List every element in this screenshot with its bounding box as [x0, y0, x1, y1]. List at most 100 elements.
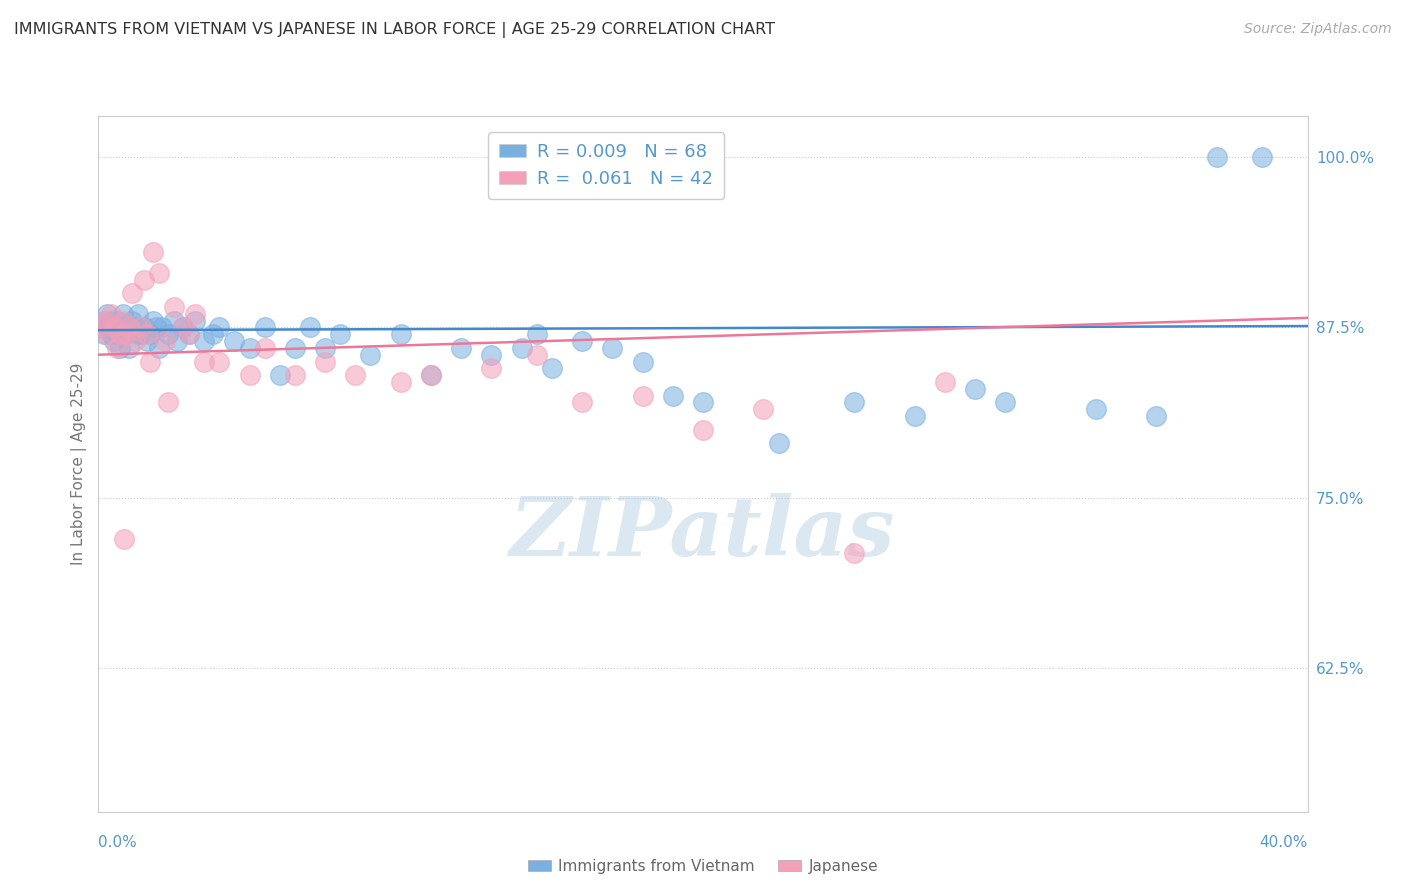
Point: [156, 327, 179, 342]
Point: [139, 354, 162, 368]
Point: [193, 334, 215, 348]
Point: [103, 334, 125, 348]
Point: [389, 375, 412, 389]
Point: [105, 327, 128, 342]
Point: [105, 313, 128, 327]
Point: [172, 320, 194, 334]
Point: [202, 327, 225, 342]
Point: [253, 320, 276, 334]
Point: [299, 320, 322, 334]
Point: [239, 341, 262, 355]
Point: [103, 320, 125, 334]
Point: [135, 327, 157, 342]
Point: [90, 320, 112, 334]
Point: [129, 327, 152, 342]
Point: [631, 389, 654, 403]
Point: [108, 327, 131, 342]
Point: [96, 320, 118, 334]
Point: [179, 327, 201, 342]
Point: [844, 545, 866, 559]
Point: [129, 320, 152, 334]
Text: 40.0%: 40.0%: [1260, 836, 1308, 850]
Legend: Immigrants from Vietnam, Japanese: Immigrants from Vietnam, Japanese: [522, 853, 884, 880]
Point: [420, 368, 443, 383]
Point: [93, 327, 115, 342]
Point: [132, 273, 155, 287]
Point: [208, 354, 231, 368]
Point: [145, 320, 167, 334]
Y-axis label: In Labor Force | Age 25-29: In Labor Force | Age 25-29: [72, 363, 87, 565]
Point: [526, 327, 548, 342]
Point: [662, 389, 685, 403]
Point: [934, 375, 956, 389]
Point: [284, 368, 307, 383]
Point: [135, 334, 157, 348]
Point: [389, 327, 412, 342]
Point: [420, 368, 443, 383]
Point: [329, 327, 352, 342]
Point: [121, 286, 143, 301]
Text: IMMIGRANTS FROM VIETNAM VS JAPANESE IN LABOR FORCE | AGE 25-29 CORRELATION CHART: IMMIGRANTS FROM VIETNAM VS JAPANESE IN L…: [14, 22, 775, 38]
Point: [344, 368, 367, 383]
Point: [153, 334, 176, 348]
Point: [148, 341, 170, 355]
Point: [100, 307, 122, 321]
Point: [114, 327, 136, 342]
Point: [692, 423, 714, 437]
Point: [108, 320, 131, 334]
Point: [965, 382, 987, 396]
Point: [184, 313, 207, 327]
Point: [1206, 150, 1229, 164]
Point: [253, 341, 276, 355]
Point: [96, 327, 118, 342]
Point: [112, 532, 135, 546]
Point: [571, 395, 593, 409]
Point: [118, 320, 141, 334]
Point: [692, 395, 714, 409]
Text: Source: ZipAtlas.com: Source: ZipAtlas.com: [1244, 22, 1392, 37]
Point: [184, 307, 207, 321]
Point: [118, 320, 141, 334]
Point: [142, 245, 165, 260]
Point: [108, 341, 131, 355]
Point: [360, 348, 382, 362]
Point: [844, 395, 866, 409]
Point: [510, 341, 533, 355]
Point: [93, 313, 115, 327]
Point: [602, 341, 624, 355]
Point: [139, 327, 162, 342]
Point: [481, 361, 503, 376]
Legend: R = 0.009   N = 68, R =  0.061   N = 42: R = 0.009 N = 68, R = 0.061 N = 42: [488, 132, 724, 199]
Point: [111, 307, 134, 321]
Point: [100, 313, 122, 327]
Point: [100, 327, 122, 342]
Point: [156, 395, 179, 409]
Point: [541, 361, 564, 376]
Point: [96, 307, 118, 321]
Text: 0.0%: 0.0%: [98, 836, 138, 850]
Point: [208, 320, 231, 334]
Point: [239, 368, 262, 383]
Point: [994, 395, 1017, 409]
Point: [224, 334, 246, 348]
Point: [163, 313, 186, 327]
Point: [752, 402, 775, 417]
Point: [124, 334, 146, 348]
Point: [142, 313, 165, 327]
Point: [124, 320, 146, 334]
Point: [481, 348, 503, 362]
Point: [150, 320, 173, 334]
Point: [166, 334, 188, 348]
Text: ZIPatlas: ZIPatlas: [510, 493, 896, 574]
Point: [103, 320, 125, 334]
Point: [526, 348, 548, 362]
Point: [904, 409, 927, 423]
Point: [114, 327, 136, 342]
Point: [768, 436, 790, 450]
Point: [1085, 402, 1108, 417]
Point: [284, 341, 307, 355]
Point: [90, 320, 112, 334]
Point: [118, 341, 141, 355]
Point: [571, 334, 593, 348]
Point: [314, 341, 336, 355]
